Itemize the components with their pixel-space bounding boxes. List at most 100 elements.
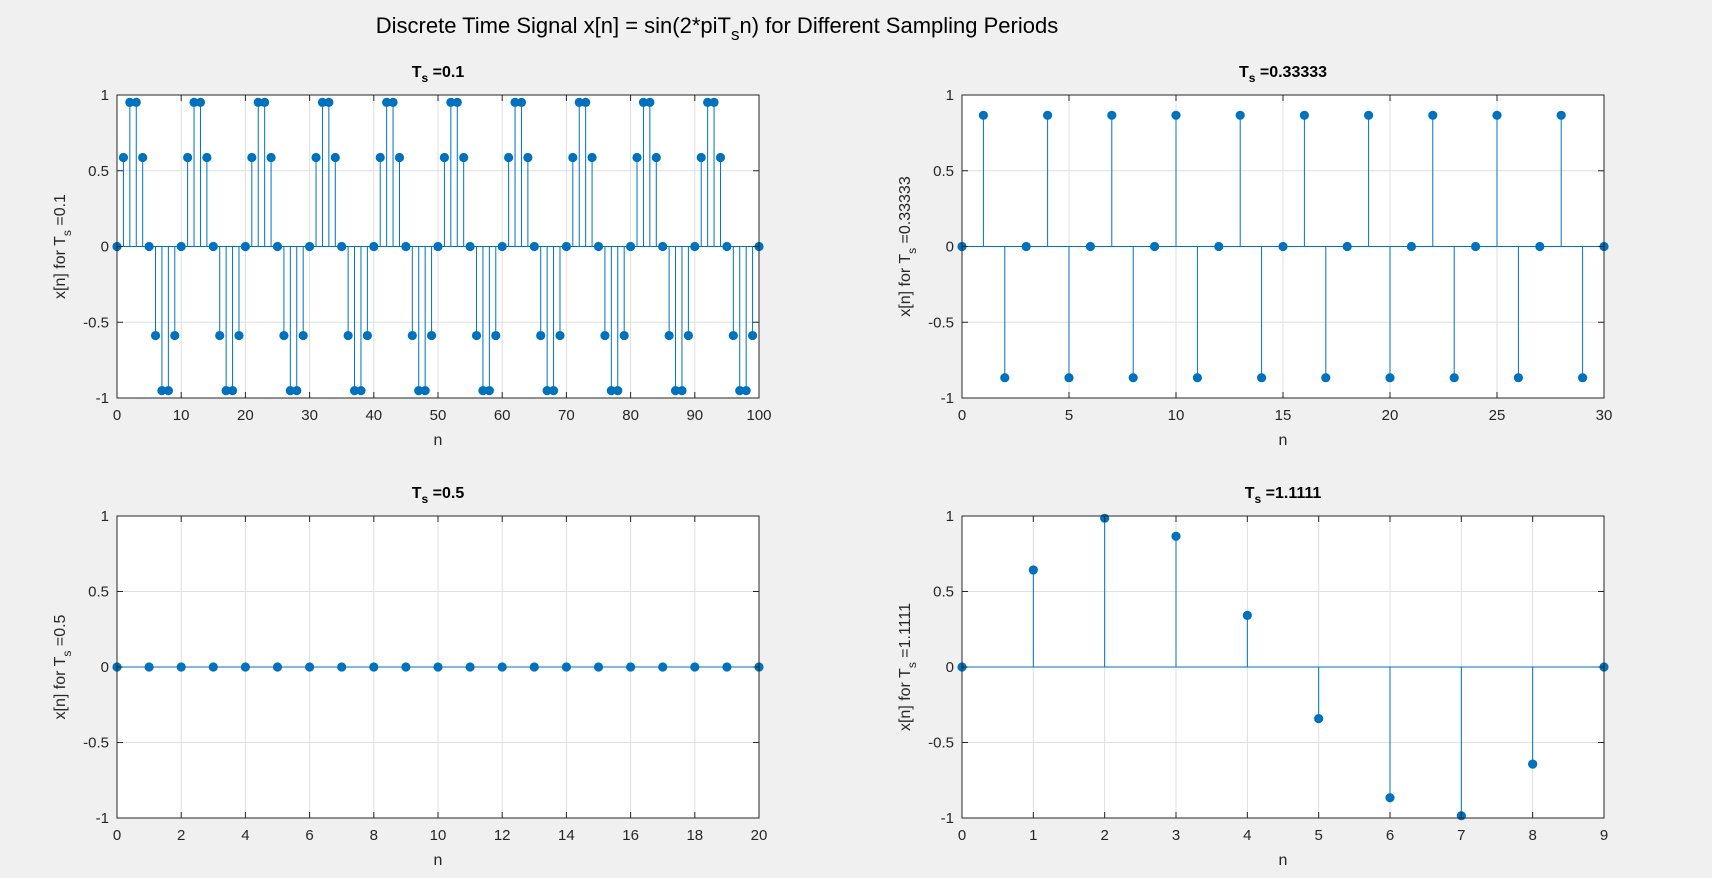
stem-marker bbox=[1021, 241, 1031, 252]
stem-marker bbox=[683, 330, 693, 341]
stem-marker bbox=[1028, 565, 1038, 575]
subplot-title: Ts =0.5 bbox=[412, 485, 465, 506]
figure-title-prefix: Discrete Time Signal x[n] = sin(2*piT bbox=[376, 13, 731, 38]
stem-marker bbox=[253, 97, 263, 108]
stem-marker bbox=[144, 662, 154, 672]
stem-marker bbox=[619, 330, 629, 341]
stem-marker bbox=[1471, 241, 1481, 252]
y-axis-label-suffix: =0.5 bbox=[52, 614, 69, 650]
stem-marker bbox=[561, 241, 572, 252]
x-tick-label: 40 bbox=[365, 407, 382, 424]
stem-marker bbox=[317, 97, 328, 108]
stem-marker bbox=[1192, 373, 1202, 383]
stem-marker bbox=[176, 241, 186, 252]
stem-marker bbox=[247, 152, 257, 163]
subplot-title-subscript: s bbox=[1249, 71, 1256, 85]
subplot-3: 0 2 4 6 8 10 12 14 16 18 20 -1 -0.5 0 0.5 1 Ts =0.5 n x[n]… bbox=[52, 485, 767, 869]
stem-marker bbox=[131, 97, 141, 108]
subplot-2: 0 5 10 15 20 25 30 -1 -0.5 0 0.5 1 Ts =0.33333 n x[n] … bbox=[897, 64, 1612, 449]
stem-marker bbox=[978, 110, 989, 120]
stem-marker bbox=[568, 152, 578, 163]
stem-marker bbox=[548, 385, 559, 396]
x-tick-label: 20 bbox=[751, 827, 768, 844]
x-tick-label: 14 bbox=[558, 827, 575, 844]
stem-marker bbox=[510, 97, 520, 108]
stem-marker bbox=[279, 330, 289, 341]
stem-marker bbox=[118, 152, 129, 163]
x-tick-label: 7 bbox=[1457, 827, 1465, 844]
y-tick-label: 1 bbox=[946, 508, 954, 525]
stem-marker bbox=[157, 385, 167, 396]
stem-marker bbox=[394, 152, 405, 163]
stem-marker bbox=[240, 662, 250, 672]
y-axis-label-prefix: x[n] for T bbox=[52, 656, 69, 719]
x-tick-label: 70 bbox=[558, 407, 575, 424]
stem-marker bbox=[1000, 373, 1010, 383]
stem-marker bbox=[272, 241, 283, 252]
stem-marker bbox=[1214, 241, 1224, 252]
stem-marker bbox=[208, 241, 218, 252]
stem-marker bbox=[670, 385, 681, 396]
stem-marker bbox=[1513, 373, 1523, 383]
stem-marker bbox=[311, 152, 321, 163]
stem-marker bbox=[728, 330, 738, 341]
stem-marker bbox=[645, 97, 655, 108]
stem-marker bbox=[561, 662, 572, 672]
stem-marker bbox=[504, 152, 514, 163]
x-tick-label: 16 bbox=[622, 827, 639, 844]
stem-marker bbox=[292, 385, 302, 396]
stem-marker bbox=[1492, 110, 1502, 120]
stem-marker bbox=[125, 97, 135, 108]
stem-marker bbox=[305, 241, 315, 252]
stem-marker bbox=[401, 241, 411, 252]
subplot-title-main: T bbox=[412, 64, 422, 81]
stem-marker bbox=[587, 152, 597, 163]
stem-marker bbox=[433, 662, 443, 672]
stem-marker bbox=[1449, 373, 1459, 383]
x-tick-label: 0 bbox=[958, 407, 966, 424]
stem-marker bbox=[1321, 373, 1331, 383]
stem-marker bbox=[497, 241, 507, 252]
stem-marker bbox=[529, 241, 539, 252]
stem-marker bbox=[658, 241, 668, 252]
stem-marker bbox=[747, 330, 758, 341]
stem-marker bbox=[382, 97, 392, 108]
y-tick-label: -0.5 bbox=[928, 735, 954, 752]
stem-marker bbox=[722, 241, 732, 252]
stem-marker bbox=[150, 330, 161, 341]
stem-marker bbox=[305, 662, 315, 672]
subplot-title-subscript: s bbox=[422, 492, 429, 506]
y-tick-label: -1 bbox=[96, 390, 109, 407]
y-axis-label-subscript: s bbox=[60, 651, 74, 657]
stem-marker bbox=[349, 385, 360, 396]
stem-marker bbox=[324, 97, 334, 108]
subplot-title-subscript: s bbox=[1255, 492, 1262, 506]
stem-marker bbox=[1342, 241, 1352, 252]
stem-marker bbox=[433, 241, 443, 252]
stem-marker bbox=[1528, 759, 1538, 769]
subplot-4: 0 1 2 3 4 5 6 7 8 9 -1 -0.5 0 0.5 1 Ts =1.1111 n x[n] for… bbox=[897, 485, 1609, 869]
stem-marker bbox=[439, 152, 450, 163]
stem-marker bbox=[593, 241, 604, 252]
y-tick-label: 0 bbox=[101, 239, 109, 256]
y-tick-label: 0.5 bbox=[88, 163, 109, 180]
y-axis-label-suffix: =0.1 bbox=[52, 194, 69, 230]
stem-marker bbox=[1128, 373, 1138, 383]
y-tick-label: -1 bbox=[941, 390, 954, 407]
stem-marker bbox=[600, 330, 610, 341]
stem-marker bbox=[414, 385, 424, 396]
stem-marker bbox=[1242, 610, 1252, 620]
x-tick-label: 10 bbox=[1168, 407, 1185, 424]
stem-marker bbox=[208, 662, 218, 672]
subplot-title-subscript: s bbox=[422, 71, 429, 85]
x-tick-label: 1 bbox=[1029, 827, 1037, 844]
subplot-title-value: =0.1 bbox=[428, 64, 464, 81]
stem-marker bbox=[497, 662, 507, 672]
y-axis-label-prefix: x[n] for T bbox=[897, 254, 914, 317]
x-tick-label: 4 bbox=[1243, 827, 1251, 844]
x-tick-label: 0 bbox=[113, 827, 121, 844]
stem-marker bbox=[337, 241, 347, 252]
stem-marker bbox=[632, 152, 642, 163]
stem-marker bbox=[703, 97, 713, 108]
x-tick-label: 12 bbox=[494, 827, 511, 844]
